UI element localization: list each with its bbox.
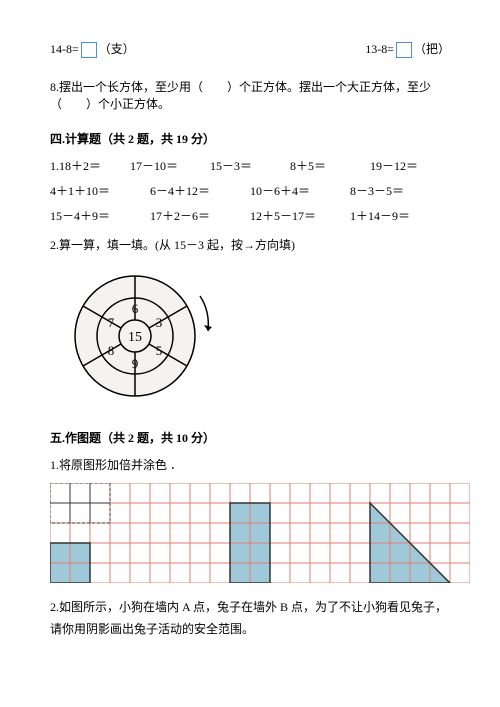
- question-5-2: 2.如图所示，小狗在墙内 A 点，兔子在墙外 B 点，为了不让小狗看见兔子，请你…: [50, 597, 450, 640]
- unit: （支）: [99, 42, 135, 56]
- right-equation: 13-8= （把）: [365, 40, 450, 58]
- wheel-center: 15: [128, 330, 142, 345]
- answer-box[interactable]: [81, 42, 97, 58]
- svg-text:6: 6: [132, 301, 139, 316]
- calc-item: 17＋2－6＝: [150, 207, 250, 224]
- calc-item: 8＋5＝: [290, 157, 370, 174]
- unit: （把）: [414, 42, 450, 56]
- calc-item: 6－4＋12＝: [150, 182, 250, 199]
- calc-item: 10－6＋4＝: [250, 182, 350, 199]
- calc-item: 12＋5－17＝: [250, 207, 350, 224]
- svg-text:8: 8: [108, 343, 115, 358]
- wheel-diagram: 15 6 3 5 9 8 7: [60, 261, 230, 411]
- section-4-title: 四.计算题（共 2 题，共 19 分）: [50, 130, 450, 147]
- calc-item: 19－12＝: [370, 157, 450, 174]
- svg-text:9: 9: [132, 356, 139, 371]
- question-8: 8.摆出一个长方体，至少用（ ）个正方体。摆出一个大正方体，至少（ ）个小正方体…: [50, 78, 450, 112]
- question-5-1: 1.将原图形加倍并涂色 ．: [50, 456, 450, 473]
- calc-item: 15－3＝: [210, 157, 290, 174]
- calc-item: 4＋1＋10＝: [50, 182, 150, 199]
- calc-item: 15－4＋9＝: [50, 207, 150, 224]
- section-5-title: 五.作图题（共 2 题，共 10 分）: [50, 429, 450, 446]
- calc-row-2: 4＋1＋10＝ 6－4＋12＝ 10－6＋4＝ 8－3－5＝: [50, 182, 450, 199]
- svg-text:5: 5: [156, 343, 163, 358]
- calc-item: 17－10＝: [130, 157, 210, 174]
- calc-item: 8－3－5＝: [350, 182, 450, 199]
- svg-text:3: 3: [156, 315, 163, 330]
- eq-text: 13-8=: [365, 42, 394, 56]
- eq-text: 14-8=: [50, 42, 79, 56]
- calc-row-1: 1.18＋2＝ 17－10＝ 15－3＝ 8＋5＝ 19－12＝: [50, 157, 450, 174]
- equation-line: 14-8= （支） 13-8= （把）: [50, 40, 450, 58]
- calc-item: 1.18＋2＝: [50, 157, 130, 174]
- grid-diagram: [50, 483, 470, 583]
- calc-row-3: 15－4＋9＝ 17＋2－6＝ 12＋5－17＝ 1＋14－9＝: [50, 207, 450, 224]
- svg-text:7: 7: [108, 315, 115, 330]
- answer-box[interactable]: [396, 42, 412, 58]
- left-equation: 14-8= （支）: [50, 40, 135, 58]
- question-2-calc: 2.算一算，填一填。(从 15－3 起，按→方向填): [50, 236, 450, 253]
- calc-item: 1＋14－9＝: [350, 207, 450, 224]
